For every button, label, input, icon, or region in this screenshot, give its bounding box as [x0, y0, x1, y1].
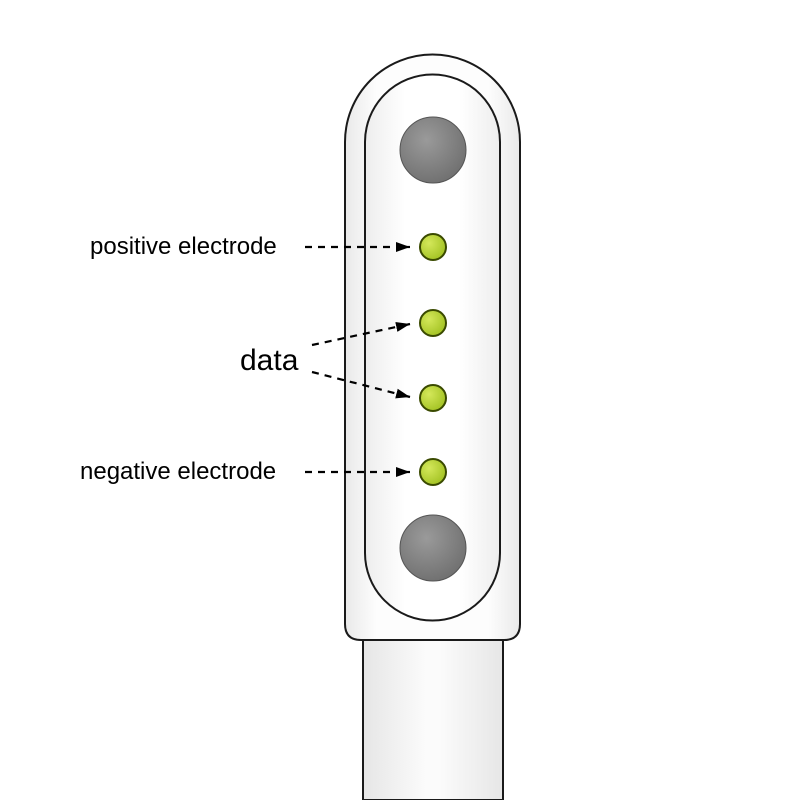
- connector-diagram: positive electrode data negative electrode: [0, 0, 800, 800]
- label-data: data: [240, 344, 299, 377]
- magnet-top: [400, 117, 466, 183]
- pin-data2: [420, 385, 446, 411]
- cable-stem: [363, 632, 503, 800]
- label-negative-electrode: negative electrode: [80, 458, 276, 485]
- pin-positive: [420, 234, 446, 260]
- magnet-bottom: [400, 515, 466, 581]
- pin-negative: [420, 459, 446, 485]
- label-positive-electrode: positive electrode: [90, 233, 277, 260]
- pin-data1: [420, 310, 446, 336]
